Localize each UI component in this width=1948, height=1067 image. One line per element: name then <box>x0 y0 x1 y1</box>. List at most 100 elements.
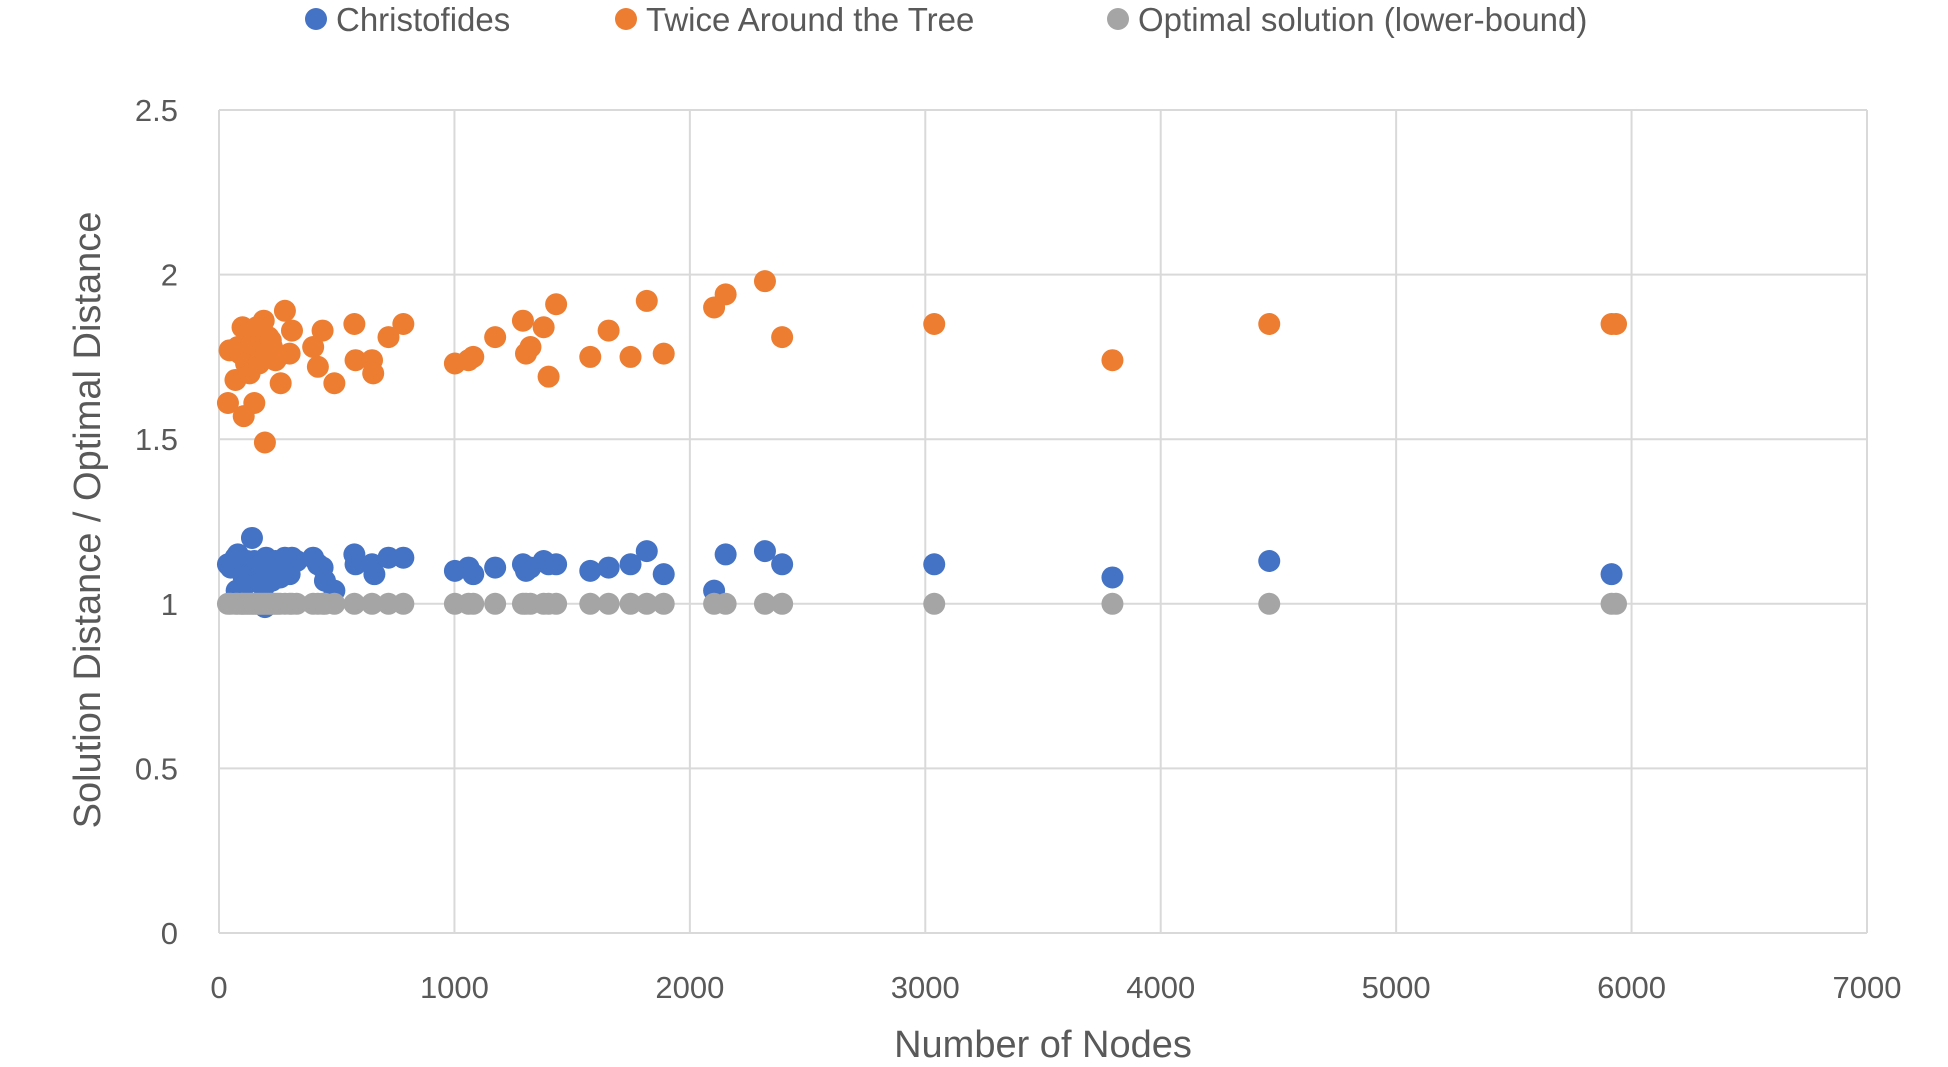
legend-marker-optimal-solution <box>1107 8 1129 30</box>
christofides-point-62[interactable] <box>771 553 794 576</box>
twice-around-the-tree-point-48[interactable] <box>597 319 620 342</box>
series-christofides <box>216 526 1623 619</box>
christofides-point-60[interactable] <box>714 543 737 566</box>
optimal-solution-lower-bound-point-47[interactable] <box>619 592 642 615</box>
legend: Christofides Twice Around the Tree Optim… <box>305 1 1587 38</box>
twice-around-the-tree-point-47[interactable] <box>579 345 602 368</box>
legend-label-twice-around-the-tree: Twice Around the Tree <box>646 1 974 38</box>
series-optimal-solution-lower-bound <box>216 592 1628 615</box>
twice-around-the-tree-point-11[interactable] <box>243 391 266 414</box>
christofides-point-65[interactable] <box>1258 550 1281 573</box>
christofides-point-12[interactable] <box>240 526 263 549</box>
y-axis-title: Solution Distance / Optimal Distance <box>67 212 109 829</box>
twice-around-the-tree-point-26[interactable] <box>280 319 303 342</box>
legend-item-christofides[interactable]: Christofides <box>305 1 510 38</box>
optimal-solution-lower-bound-point-32[interactable] <box>361 592 384 615</box>
twice-around-the-tree-point-35[interactable] <box>377 326 400 349</box>
christofides-point-58[interactable] <box>652 563 675 586</box>
twice-around-the-tree-point-45[interactable] <box>537 365 560 388</box>
twice-around-the-tree-point-31[interactable] <box>343 312 366 335</box>
optimal-solution-lower-bound-point-58[interactable] <box>1605 592 1628 615</box>
twice-around-the-tree-point-16[interactable] <box>253 431 276 454</box>
y-tick-label-2: 2 <box>161 258 178 293</box>
x-tick-label-2000: 2000 <box>655 970 724 1005</box>
christofides-point-56[interactable] <box>619 553 642 576</box>
twice-around-the-tree-point-24[interactable] <box>273 299 296 322</box>
twice-around-the-tree-point-53[interactable] <box>714 283 737 306</box>
optimal-solution-lower-bound-point-31[interactable] <box>343 592 366 615</box>
twice-around-the-tree-point-50[interactable] <box>635 289 658 312</box>
christofides-point-64[interactable] <box>1101 566 1124 589</box>
twice-around-the-tree-point-40[interactable] <box>484 326 507 349</box>
optimal-solution-lower-bound-point-48[interactable] <box>635 592 658 615</box>
twice-around-the-tree-point-25[interactable] <box>278 342 301 365</box>
twice-around-the-tree-point-30[interactable] <box>323 372 346 395</box>
optimal-solution-lower-bound-point-46[interactable] <box>597 592 620 615</box>
christofides-point-61[interactable] <box>753 540 776 563</box>
twice-around-the-tree-point-29[interactable] <box>311 319 334 342</box>
optimal-solution-lower-bound-point-30[interactable] <box>323 592 346 615</box>
x-tick-label-3000: 3000 <box>891 970 960 1005</box>
twice-around-the-tree-point-51[interactable] <box>652 342 675 365</box>
twice-around-the-tree-point-39[interactable] <box>462 345 485 368</box>
optimal-solution-lower-bound-point-45[interactable] <box>579 592 602 615</box>
christofides-point-46[interactable] <box>462 563 485 586</box>
twice-around-the-tree-point-56[interactable] <box>923 312 946 335</box>
twice-around-the-tree-point-41[interactable] <box>511 309 534 332</box>
christofides-point-47[interactable] <box>484 556 507 579</box>
legend-item-twice-around-the-tree[interactable]: Twice Around the Tree <box>615 1 974 38</box>
optimal-solution-lower-bound-point-53[interactable] <box>771 592 794 615</box>
christofides-point-66[interactable] <box>1600 563 1623 586</box>
y-tick-label-2-5: 2.5 <box>135 93 178 128</box>
optimal-solution-lower-bound-point-49[interactable] <box>652 592 675 615</box>
twice-around-the-tree-point-49[interactable] <box>619 345 642 368</box>
legend-item-optimal-solution[interactable]: Optimal solution (lower-bound) <box>1107 1 1587 38</box>
y-axis-ticks: 0 0.5 1 1.5 2 2.5 <box>135 93 178 951</box>
optimal-solution-lower-bound-point-25[interactable] <box>285 592 308 615</box>
twice-around-the-tree-point-58[interactable] <box>1258 312 1281 335</box>
christofides-point-39[interactable] <box>344 553 367 576</box>
optimal-solution-lower-bound-point-38[interactable] <box>484 592 507 615</box>
x-axis-ticks: 0 1000 2000 3000 4000 5000 6000 7000 <box>210 970 1901 1005</box>
series-twice-around-the-tree <box>216 270 1628 454</box>
y-tick-label-0: 0 <box>161 916 178 951</box>
christofides-point-32[interactable] <box>285 550 308 573</box>
christofides-point-41[interactable] <box>363 563 386 586</box>
twice-around-the-tree-point-28[interactable] <box>306 355 329 378</box>
optimal-solution-lower-bound-point-52[interactable] <box>753 592 776 615</box>
twice-around-the-tree-point-44[interactable] <box>532 316 555 339</box>
optimal-solution-lower-bound-point-55[interactable] <box>1101 592 1124 615</box>
twice-around-the-tree-point-54[interactable] <box>753 270 776 293</box>
twice-around-the-tree-point-0[interactable] <box>216 391 239 414</box>
data-points <box>216 270 1628 619</box>
twice-around-the-tree-point-57[interactable] <box>1101 349 1124 372</box>
twice-around-the-tree-point-23[interactable] <box>269 372 292 395</box>
twice-around-the-tree-point-43[interactable] <box>519 336 542 359</box>
twice-around-the-tree-point-46[interactable] <box>545 293 568 316</box>
twice-around-the-tree-point-60[interactable] <box>1605 312 1628 335</box>
twice-around-the-tree-point-55[interactable] <box>771 326 794 349</box>
twice-around-the-tree-point-34[interactable] <box>362 362 385 385</box>
christofides-point-53[interactable] <box>545 553 568 576</box>
optimal-solution-lower-bound-point-34[interactable] <box>392 592 415 615</box>
christofides-point-55[interactable] <box>597 556 620 579</box>
y-tick-label-1-5: 1.5 <box>135 422 178 457</box>
optimal-solution-lower-bound-point-44[interactable] <box>545 592 568 615</box>
legend-label-christofides: Christofides <box>336 1 510 38</box>
optimal-solution-lower-bound-point-56[interactable] <box>1258 592 1281 615</box>
x-tick-label-7000: 7000 <box>1833 970 1902 1005</box>
twice-around-the-tree-point-32[interactable] <box>344 349 367 372</box>
optimal-solution-lower-bound-point-37[interactable] <box>462 592 485 615</box>
x-tick-label-1000: 1000 <box>420 970 489 1005</box>
twice-around-the-tree-point-36[interactable] <box>392 312 415 335</box>
legend-marker-twice-around-the-tree <box>615 8 637 30</box>
christofides-point-43[interactable] <box>392 546 415 569</box>
optimal-solution-lower-bound-point-54[interactable] <box>923 592 946 615</box>
twice-around-the-tree-point-27[interactable] <box>302 336 325 359</box>
christofides-point-57[interactable] <box>635 540 658 563</box>
christofides-point-63[interactable] <box>923 553 946 576</box>
optimal-solution-lower-bound-point-51[interactable] <box>714 592 737 615</box>
gridlines <box>218 109 1868 934</box>
christofides-point-54[interactable] <box>579 559 602 582</box>
